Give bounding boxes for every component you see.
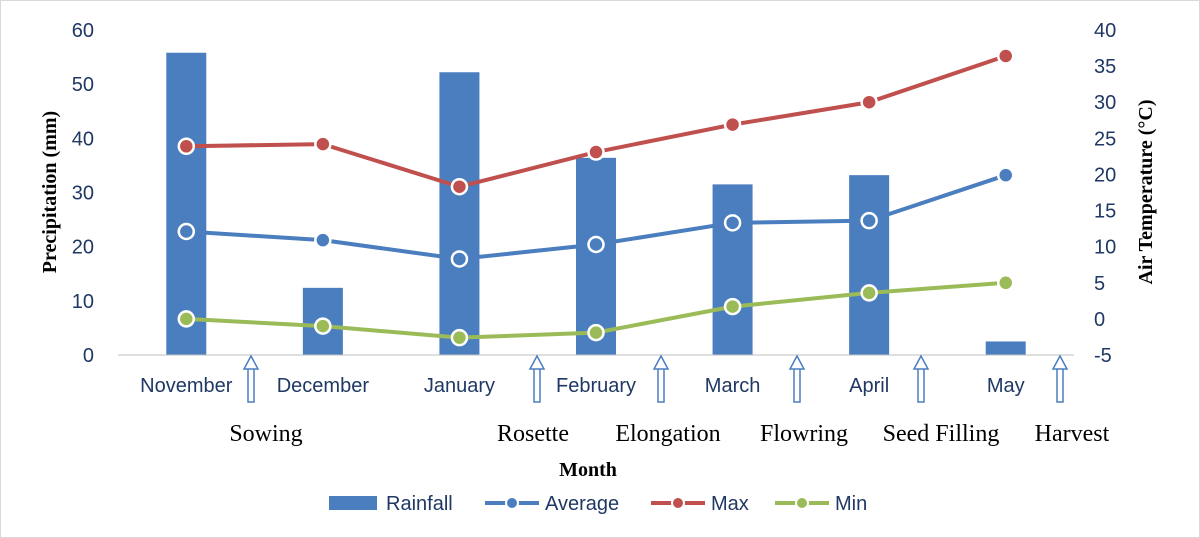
y-right-tick-label: 25 bbox=[1094, 128, 1116, 150]
stage-arrow-sowing bbox=[242, 354, 260, 403]
arrow-shaft bbox=[1056, 367, 1064, 403]
legend-marker-max bbox=[671, 496, 685, 510]
y-right-tick-label: 5 bbox=[1094, 273, 1105, 295]
y-right-tick-label: 10 bbox=[1094, 237, 1116, 259]
arrow-head bbox=[652, 354, 670, 370]
stage-arrow-flowring bbox=[788, 354, 806, 403]
y-left-axis-title: Precipitation (mm) bbox=[39, 111, 61, 273]
x-tick-label: May bbox=[987, 375, 1025, 397]
legend-marker-min bbox=[795, 496, 809, 510]
point-max-march bbox=[723, 115, 742, 134]
point-average-january bbox=[450, 250, 469, 268]
point-max-january bbox=[450, 177, 469, 196]
arrow-head bbox=[528, 354, 546, 370]
point-max-may bbox=[996, 47, 1015, 65]
point-max-february bbox=[587, 143, 605, 161]
bar-rainfall-january bbox=[439, 72, 480, 355]
point-average-april bbox=[860, 211, 878, 230]
legend-marker-average bbox=[505, 496, 519, 510]
arrow-shaft bbox=[533, 367, 541, 403]
arrow-head bbox=[912, 354, 930, 370]
point-average-may bbox=[996, 166, 1015, 184]
y-right-tick-label: 40 bbox=[1094, 20, 1116, 42]
point-min-march bbox=[723, 297, 742, 316]
point-max-november bbox=[177, 137, 196, 156]
stage-arrow-seed-filling bbox=[912, 354, 930, 403]
arrow-head bbox=[242, 354, 260, 370]
y-left-tick-label: 0 bbox=[83, 345, 94, 367]
stage-label: Rosette bbox=[497, 421, 569, 447]
stage-label: Flowring bbox=[760, 421, 848, 447]
x-tick-label: March bbox=[705, 375, 761, 397]
stage-label: Elongation bbox=[615, 421, 720, 447]
y-right-tick-label: 0 bbox=[1094, 309, 1105, 331]
arrow-shaft bbox=[657, 367, 665, 403]
point-average-december bbox=[314, 231, 332, 249]
point-min-april bbox=[860, 284, 878, 302]
arrow-shaft bbox=[793, 367, 801, 403]
x-tick-label: December bbox=[277, 375, 370, 397]
point-max-april bbox=[860, 93, 878, 111]
y-left-tick-label: 20 bbox=[72, 237, 94, 259]
legend-label-average: Average bbox=[545, 493, 619, 515]
arrow-shaft bbox=[917, 367, 925, 403]
y-right-tick-label: 15 bbox=[1094, 201, 1116, 223]
stage-label: Sowing bbox=[229, 421, 302, 447]
stage-label: Harvest bbox=[1035, 421, 1110, 447]
bar-rainfall-may bbox=[985, 341, 1026, 355]
y-right-axis-title: Air Temperature (°C) bbox=[1135, 99, 1157, 284]
y-right-tick-label: 20 bbox=[1094, 164, 1116, 186]
arrow-shaft bbox=[247, 367, 255, 403]
stage-label: Seed Filling bbox=[883, 421, 1000, 447]
x-tick-label: January bbox=[424, 375, 495, 397]
bar-rainfall-november bbox=[166, 52, 207, 355]
y-left-tick-label: 50 bbox=[72, 74, 94, 96]
point-min-november bbox=[177, 310, 196, 328]
y-right-tick-label: 30 bbox=[1094, 92, 1116, 114]
x-tick-label: February bbox=[556, 375, 636, 397]
y-left-tick-label: 60 bbox=[72, 20, 94, 42]
legend-swatch-rainfall bbox=[329, 496, 377, 510]
bar-series bbox=[166, 52, 1026, 355]
arrow-head bbox=[788, 354, 806, 370]
bar-rainfall-march bbox=[712, 184, 753, 355]
legend-label-max: Max bbox=[711, 493, 749, 515]
bar-rainfall-april bbox=[849, 175, 890, 355]
legend-label-min: Min bbox=[835, 493, 867, 515]
point-average-november bbox=[177, 222, 196, 241]
x-axis-title: Month bbox=[559, 459, 617, 481]
axes: 0 10 20 30 40 50 60 -5 0 5 10 15 20 25 30 35 40 November D… bbox=[72, 20, 1117, 397]
y-left-tick-label: 40 bbox=[72, 128, 94, 150]
y-right-tick-label: 35 bbox=[1094, 56, 1116, 78]
x-tick-label: April bbox=[849, 375, 889, 397]
legend-label-rainfall: Rainfall bbox=[386, 493, 453, 515]
x-tick-label: November bbox=[140, 375, 233, 397]
line-series bbox=[177, 47, 1015, 347]
stage-arrow-harvest bbox=[1051, 354, 1069, 403]
point-max-december bbox=[314, 135, 332, 153]
point-average-february bbox=[587, 235, 605, 254]
point-min-february bbox=[587, 323, 605, 342]
point-average-march bbox=[723, 214, 742, 232]
point-min-december bbox=[314, 317, 332, 335]
point-min-january bbox=[450, 328, 469, 347]
stage-arrow-elongation bbox=[652, 354, 670, 403]
bar-rainfall-february bbox=[576, 157, 616, 355]
legend: Rainfall Average Max Min bbox=[329, 493, 867, 515]
y-right-tick-label: -5 bbox=[1094, 345, 1112, 367]
growth-stages: Sowing Rosette Elongation Flowring Seed Fill… bbox=[229, 354, 1110, 447]
point-min-may bbox=[996, 274, 1015, 292]
arrow-head bbox=[1051, 354, 1069, 370]
stage-arrow-rosette bbox=[528, 354, 546, 403]
y-left-tick-label: 30 bbox=[72, 183, 94, 205]
y-left-tick-label: 10 bbox=[72, 291, 94, 313]
